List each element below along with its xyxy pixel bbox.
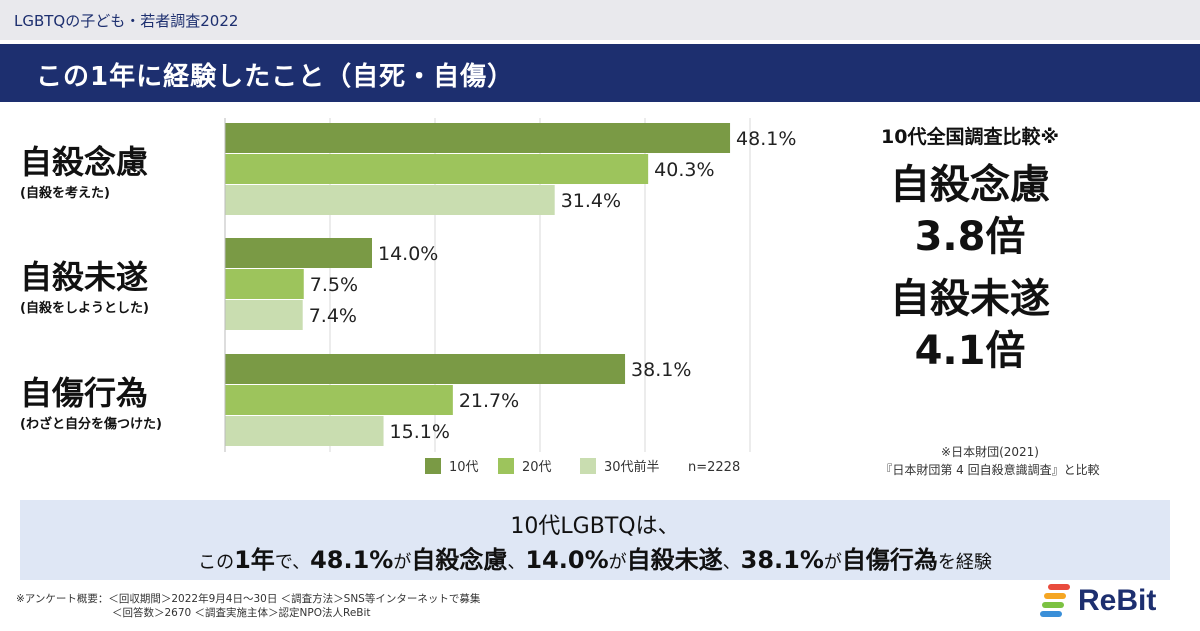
data-label: 15.1% [390,421,450,443]
page-title: この1年に経験したこと（自死・自傷） [36,62,515,92]
bar [225,269,304,299]
category-sublabel: (自殺をしようとした) [20,300,149,316]
data-label: 14.0% [378,243,438,265]
comparison-item1-label: 自殺念慮 [890,162,1050,208]
bar [225,185,555,215]
comparison-item2-label: 自殺未遂 [890,276,1050,322]
data-label: 21.7% [459,390,519,412]
bar [225,238,372,268]
summary-line2: この1年で、48.1%が自殺念慮、14.0%が自殺未遂、38.1%が自傷行為を経… [20,540,1170,575]
legend-swatch [580,458,596,474]
source-line1: ※日本財団(2021) [941,445,1039,459]
comparison-source: ※日本財団(2021) 『日本財団第 4 回自殺意識調査』と比較 [840,443,1140,479]
legend-label: 30代前半 [604,459,660,475]
category-label: 自殺念慮 [20,143,148,181]
summary-part: で、 [274,552,311,573]
summary-part: が [608,552,627,573]
data-label: 38.1% [631,359,691,381]
survey-footnote: ※アンケート概要：＜回収期間＞2022年9月4日〜30日 ＜調査方法＞SNS等イ… [16,592,480,620]
comparison-heading: 10代全国調査比較※ [881,126,1059,148]
category-sublabel: (自殺を考えた) [20,185,110,201]
footnote-line2: ＜回答数＞2670 ＜調査実施主体＞認定NPO法人ReBit [112,607,371,619]
data-label: 40.3% [654,159,714,181]
top-bar: LGBTQの子ども・若者調査2022 [0,0,1200,40]
summary-part: 自傷行為 [841,546,938,574]
source-line2: 『日本財団第 4 回自殺意識調査』と比較 [880,463,1100,477]
bar [225,354,626,384]
legend-swatch [498,458,514,474]
summary-part: 1年 [234,546,275,574]
legend-swatch [425,458,441,474]
data-label: 31.4% [561,190,621,212]
category-sublabel: (わざと自分を傷つけた) [20,416,162,432]
legend-label: 20代 [522,460,552,475]
title-bar: この1年に経験したこと（自死・自傷） [0,44,1200,102]
comparison-panel: 10代全国調査比較※ 自殺念慮 3.8倍 自殺未遂 4.1倍 [830,122,1110,377]
summary-part: 、 [507,552,526,573]
summary-part: 14.0% [525,546,609,574]
logo-text: ReBit [1078,584,1157,617]
summary-part: が [393,552,412,573]
summary-part: この [198,552,235,573]
bar [225,416,384,446]
bar [225,385,453,415]
category-label: 自殺未遂 [20,258,148,296]
category-label: 自傷行為 [20,374,148,412]
bar [225,123,731,153]
sample-size-note: n=2228 [688,460,740,475]
summary-part: が [823,552,842,573]
summary-part: 自殺未遂 [626,546,723,574]
bar [225,154,649,184]
bar-chart: 48.1% 40.3% 31.4% 自殺念慮 (自殺を考えた) 14.0% 7.5% 7.4%… [20,118,796,475]
summary-part: を経験 [937,552,992,573]
comparison-item2-value: 4.1倍 [914,328,1026,374]
summary-part: 自殺念慮 [411,546,508,574]
summary-part: 、 [722,552,741,573]
summary-box: 10代LGBTQは、 この1年で、48.1%が自殺念慮、14.0%が自殺未遂、3… [20,500,1170,580]
summary-part: 48.1% [310,546,394,574]
legend-label: 10代 [449,460,479,475]
footnote-line1: ※アンケート概要：＜回収期間＞2022年9月4日〜30日 ＜調査方法＞SNS等イ… [16,593,481,605]
data-label: 7.5% [310,274,358,296]
rebit-stripes-icon [1040,584,1070,617]
data-label: 48.1% [736,128,796,150]
rebit-logo: ReBit [1034,580,1194,624]
comparison-item1-value: 3.8倍 [914,214,1026,260]
summary-line1: 10代LGBTQは、 [510,514,680,539]
survey-name: LGBTQの子ども・若者調査2022 [14,12,239,30]
summary-part: 38.1% [740,546,824,574]
bar [225,300,303,330]
data-label: 7.4% [309,305,357,327]
